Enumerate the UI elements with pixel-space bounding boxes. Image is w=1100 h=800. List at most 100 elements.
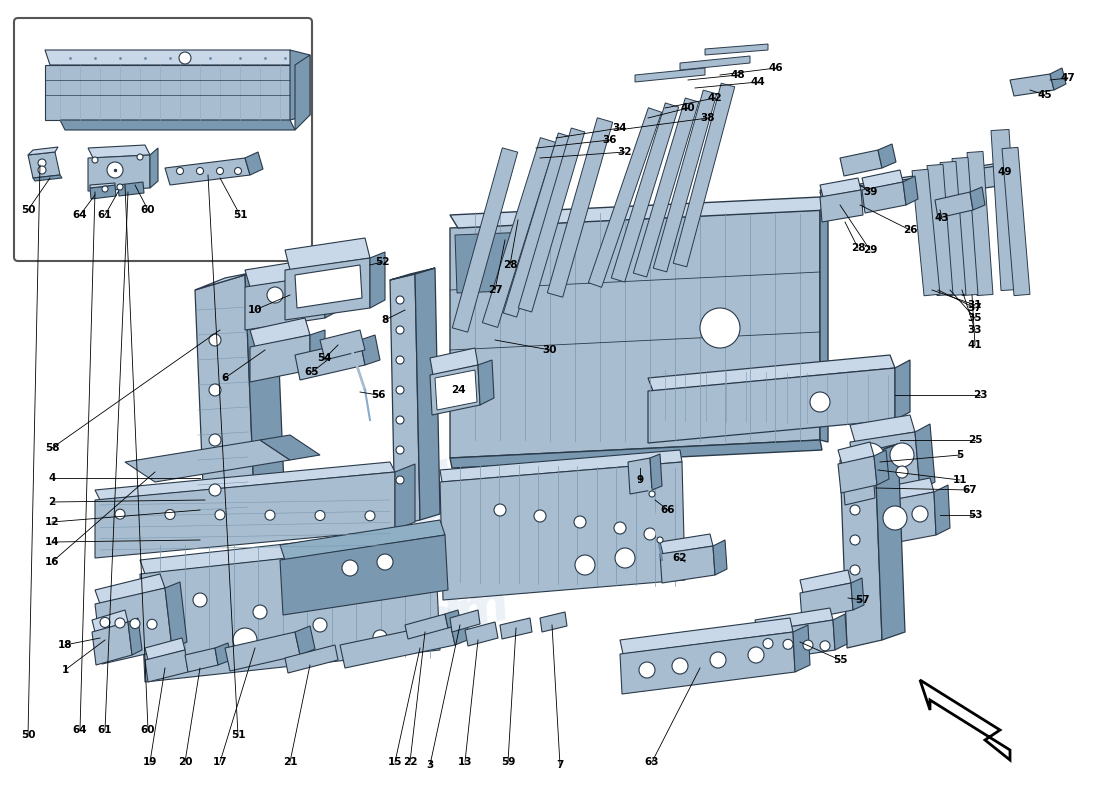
Text: 49: 49 (998, 167, 1012, 177)
Polygon shape (820, 210, 828, 442)
Circle shape (494, 504, 506, 516)
Polygon shape (940, 162, 966, 295)
Polygon shape (90, 185, 116, 199)
Circle shape (912, 506, 928, 522)
Circle shape (644, 528, 656, 540)
Polygon shape (705, 44, 768, 55)
Polygon shape (850, 432, 920, 500)
Polygon shape (927, 164, 953, 296)
Polygon shape (33, 175, 62, 181)
Text: 46: 46 (769, 63, 783, 73)
Polygon shape (140, 528, 434, 574)
Polygon shape (628, 458, 652, 494)
Polygon shape (324, 268, 340, 318)
Circle shape (574, 516, 586, 528)
Text: 4: 4 (48, 473, 56, 483)
Polygon shape (295, 340, 365, 380)
Polygon shape (793, 625, 810, 672)
Polygon shape (874, 444, 905, 640)
Circle shape (138, 154, 143, 160)
Polygon shape (833, 614, 847, 650)
Polygon shape (165, 158, 250, 185)
Circle shape (117, 184, 123, 190)
Polygon shape (145, 650, 188, 682)
Polygon shape (820, 163, 1003, 192)
Circle shape (192, 593, 207, 607)
Circle shape (657, 537, 663, 543)
Circle shape (396, 446, 404, 454)
Circle shape (396, 296, 404, 304)
Polygon shape (430, 348, 478, 375)
Polygon shape (45, 65, 290, 120)
Circle shape (890, 443, 914, 467)
Text: 22: 22 (403, 757, 417, 767)
Polygon shape (912, 170, 940, 296)
Circle shape (130, 618, 140, 629)
Text: 66: 66 (661, 505, 675, 515)
Polygon shape (1050, 68, 1066, 90)
Polygon shape (245, 268, 285, 520)
Polygon shape (195, 268, 275, 290)
Text: 59: 59 (500, 757, 515, 767)
Text: 28: 28 (850, 243, 866, 253)
Circle shape (855, 443, 886, 473)
Circle shape (783, 639, 793, 650)
Circle shape (100, 618, 110, 627)
Text: 32: 32 (618, 147, 632, 157)
Text: 57: 57 (855, 595, 869, 605)
Circle shape (314, 618, 327, 632)
Text: 37: 37 (968, 303, 982, 313)
Circle shape (217, 167, 223, 174)
Text: 16: 16 (45, 557, 59, 567)
Polygon shape (28, 147, 58, 155)
Text: 64: 64 (73, 210, 87, 220)
Circle shape (265, 510, 275, 520)
Text: 28: 28 (503, 260, 517, 270)
Text: 25: 25 (968, 435, 982, 445)
Circle shape (396, 356, 404, 364)
Circle shape (179, 52, 191, 64)
Polygon shape (620, 618, 793, 654)
Polygon shape (214, 643, 231, 665)
Text: 23: 23 (972, 390, 988, 400)
Polygon shape (838, 442, 875, 464)
Polygon shape (504, 133, 572, 317)
Circle shape (614, 522, 626, 534)
Circle shape (639, 662, 654, 678)
Text: 40: 40 (681, 103, 695, 113)
Text: 44: 44 (750, 77, 766, 87)
Circle shape (209, 334, 221, 346)
Polygon shape (45, 50, 295, 65)
Text: 14: 14 (45, 537, 59, 547)
Polygon shape (88, 145, 150, 158)
Polygon shape (250, 318, 310, 347)
Circle shape (710, 652, 726, 668)
Polygon shape (260, 435, 320, 460)
Text: 62: 62 (673, 553, 688, 563)
Circle shape (116, 509, 125, 519)
Text: 21: 21 (283, 757, 297, 767)
Text: 12: 12 (45, 517, 59, 527)
Text: 2: 2 (48, 497, 56, 507)
Polygon shape (620, 632, 795, 694)
Polygon shape (935, 192, 974, 218)
Text: 36: 36 (603, 135, 617, 145)
Circle shape (92, 157, 98, 163)
Polygon shape (1000, 158, 1020, 185)
Text: 8: 8 (382, 315, 388, 325)
Polygon shape (838, 456, 877, 493)
Polygon shape (680, 56, 750, 70)
Text: 33: 33 (968, 325, 982, 335)
Polygon shape (755, 608, 833, 632)
Text: 61: 61 (98, 210, 112, 220)
Circle shape (209, 384, 221, 396)
Polygon shape (920, 680, 1010, 760)
Circle shape (763, 638, 773, 649)
Polygon shape (245, 152, 263, 175)
Text: 67: 67 (962, 485, 977, 495)
Text: 64: 64 (73, 725, 87, 735)
Circle shape (315, 510, 324, 521)
Text: 55: 55 (833, 655, 847, 665)
Polygon shape (862, 170, 903, 190)
Polygon shape (92, 622, 132, 665)
